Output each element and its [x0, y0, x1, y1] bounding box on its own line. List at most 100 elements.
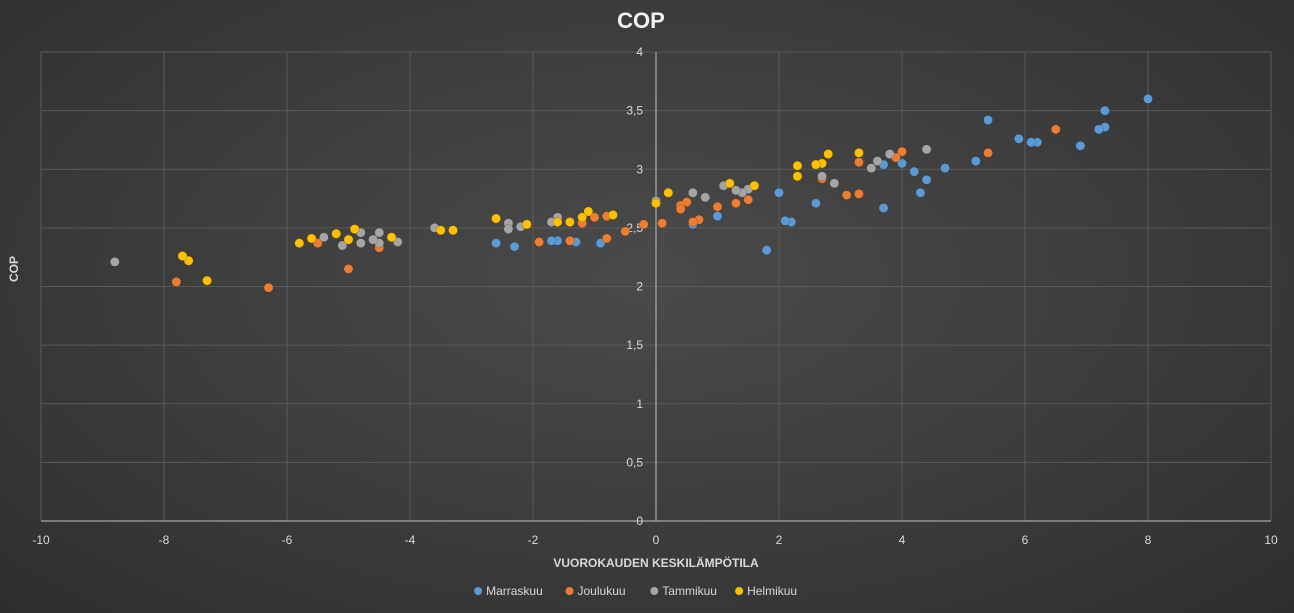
point-tammikuu	[817, 171, 827, 182]
point-marraskuu	[774, 187, 784, 198]
x-tick-label: -10	[32, 533, 50, 547]
x-tick-label: 6	[1022, 533, 1029, 547]
point-marraskuu	[1143, 94, 1153, 104]
legend-label-tammikuu: Tammikuu	[662, 584, 717, 598]
point-marraskuu	[811, 198, 821, 209]
point-helmikuu	[577, 212, 588, 223]
x-tick-label: 8	[1145, 533, 1152, 547]
point-tammikuu	[355, 238, 366, 249]
point-helmikuu	[792, 160, 803, 171]
point-marraskuu	[1026, 137, 1037, 148]
point-joulukuu	[601, 233, 612, 244]
point-helmikuu	[811, 159, 821, 170]
x-tick-label: 0	[653, 533, 660, 547]
y-tick-label: 1	[636, 397, 643, 411]
point-joulukuu	[897, 146, 907, 157]
point-joulukuu	[712, 201, 723, 212]
point-marraskuu	[1075, 140, 1086, 151]
point-joulukuu	[565, 235, 575, 246]
point-tammikuu	[374, 227, 385, 238]
x-tick-label: -6	[282, 533, 293, 547]
point-marraskuu	[1100, 105, 1110, 116]
point-marraskuu	[546, 235, 557, 246]
point-tammikuu	[700, 192, 711, 203]
point-tammikuu	[688, 187, 698, 198]
point-helmikuu	[349, 224, 360, 234]
axes	[41, 52, 1271, 522]
point-joulukuu	[675, 204, 686, 215]
point-marraskuu	[761, 245, 772, 256]
point-tammikuu	[368, 234, 378, 245]
point-helmikuu	[823, 149, 834, 159]
point-tammikuu	[731, 185, 741, 196]
x-tick-labels: -10 -8 -6 -4 -2 0 2 4 6 8 10	[32, 533, 1278, 547]
y-tick-label: 3	[636, 162, 643, 176]
point-marraskuu	[509, 241, 520, 252]
point-marraskuu	[897, 158, 907, 169]
point-joulukuu	[743, 194, 754, 205]
point-marraskuu	[780, 215, 791, 226]
legend-label-joulukuu: Joulukuu	[578, 584, 626, 598]
legend: Marraskuu Joulukuu Tammikuu Helmikuu	[474, 584, 797, 598]
point-tammikuu	[866, 163, 877, 173]
point-tammikuu	[829, 178, 840, 189]
point-helmikuu	[177, 251, 188, 261]
point-tammikuu	[921, 144, 932, 155]
point-joulukuu	[983, 147, 993, 158]
point-tammikuu	[109, 256, 120, 267]
x-tick-label: 4	[899, 533, 906, 547]
legend-label-marraskuu: Marraskuu	[486, 584, 543, 598]
y-tick-label: 4	[636, 45, 643, 59]
point-joulukuu	[343, 264, 354, 274]
x-tick-label: -8	[159, 533, 170, 547]
legend-item-helmikuu: Helmikuu	[735, 584, 797, 598]
x-tick-label: 2	[776, 533, 783, 547]
y-axis-title: COP	[7, 256, 21, 282]
point-marraskuu	[983, 115, 993, 125]
point-helmikuu	[306, 233, 317, 244]
point-helmikuu	[202, 275, 212, 286]
point-joulukuu	[1050, 124, 1061, 135]
point-tammikuu	[337, 240, 348, 251]
y-tick-label: 0	[636, 514, 643, 528]
point-tammikuu	[872, 156, 883, 166]
point-marraskuu	[921, 174, 932, 185]
y-tick-label: 0,5	[626, 455, 643, 469]
point-joulukuu	[638, 219, 649, 230]
point-helmikuu	[435, 225, 446, 236]
point-joulukuu	[589, 212, 600, 223]
legend-marker-marraskuu	[474, 587, 483, 595]
legend-marker-helmikuu	[735, 587, 744, 595]
point-marraskuu	[878, 203, 889, 213]
point-helmikuu	[343, 234, 354, 245]
point-tammikuu	[318, 232, 329, 243]
y-tick-label: 3,5	[626, 104, 643, 118]
point-helmikuu	[552, 217, 563, 227]
legend-item-marraskuu: Marraskuu	[474, 584, 543, 598]
point-helmikuu	[331, 228, 342, 239]
x-axis-title: VUOROKAUDEN KESKILÄMPÖTILA	[553, 555, 759, 570]
x-tick-label: -2	[528, 533, 539, 547]
point-joulukuu	[620, 226, 631, 237]
point-joulukuu	[688, 217, 698, 227]
legend-label-helmikuu: Helmikuu	[747, 584, 797, 598]
legend-marker-joulukuu	[565, 587, 574, 595]
y-tick-label: 2,5	[626, 221, 643, 235]
point-helmikuu	[521, 219, 532, 230]
point-marraskuu	[1093, 124, 1104, 135]
legend-item-tammikuu: Tammikuu	[650, 584, 717, 598]
point-helmikuu	[792, 171, 803, 182]
x-tick-label: 10	[1264, 533, 1278, 547]
point-helmikuu	[294, 238, 305, 249]
point-joulukuu	[854, 157, 864, 168]
point-helmikuu	[854, 147, 864, 158]
point-helmikuu	[651, 198, 661, 209]
point-helmikuu	[448, 225, 458, 236]
point-joulukuu	[854, 188, 864, 199]
point-helmikuu	[491, 213, 501, 224]
point-marraskuu	[1013, 133, 1024, 144]
point-joulukuu	[263, 282, 274, 293]
point-joulukuu	[534, 237, 545, 247]
point-tammikuu	[884, 149, 895, 159]
